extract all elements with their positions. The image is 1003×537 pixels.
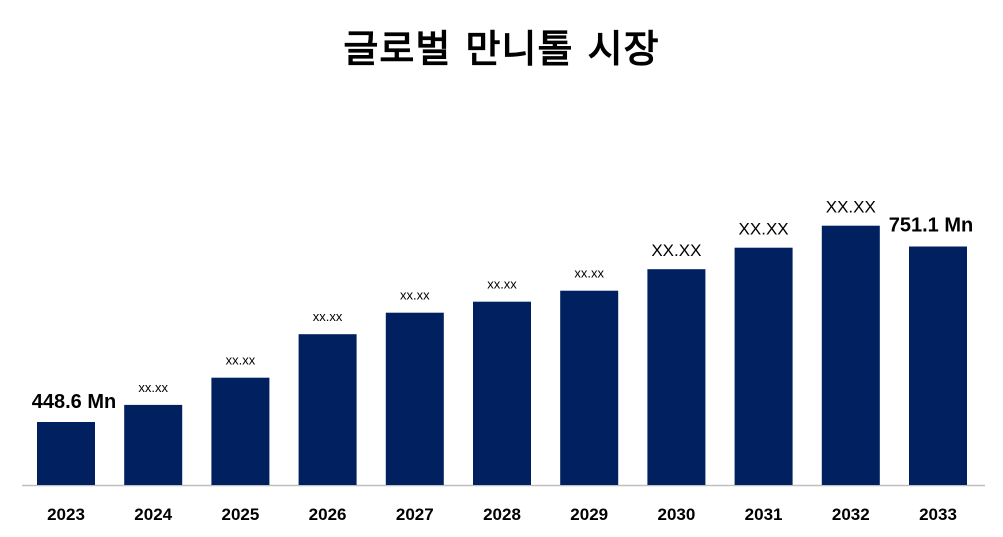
x-tick-2028: 2028: [483, 505, 521, 524]
data-label-2029: xx.xx: [574, 266, 604, 281]
x-tick-2024: 2024: [134, 505, 172, 524]
x-tick-2030: 2030: [657, 505, 695, 524]
bar-2027: [385, 312, 444, 485]
bar-2028: [473, 301, 531, 485]
data-label-2024: xx.xx: [138, 380, 168, 395]
data-label-2025: xx.xx: [226, 353, 256, 368]
data-label-2032: XX.XX: [826, 198, 876, 217]
bar-2030: [647, 269, 706, 485]
bar-2023: [37, 422, 95, 485]
bar-2026: [298, 334, 357, 485]
bar-2033: [909, 246, 967, 485]
bar-2024: [124, 404, 183, 485]
data-label-2023: 448.6 Mn: [32, 391, 116, 413]
bar-2032: [821, 225, 880, 485]
x-tick-2031: 2031: [745, 505, 783, 524]
data-label-2031: XX.XX: [739, 220, 789, 239]
chart-title: 글로벌 만니톨 시장: [343, 27, 660, 71]
bar-2031: [734, 247, 793, 485]
data-label-2030: XX.XX: [651, 241, 701, 260]
data-label-2033: 751.1 Mn: [889, 215, 973, 237]
x-tick-2027: 2027: [396, 505, 434, 524]
x-tick-2033: 2033: [919, 505, 957, 524]
x-tick-2023: 2023: [47, 505, 85, 524]
x-tick-2026: 2026: [309, 505, 347, 524]
data-label-2028: xx.xx: [487, 277, 517, 292]
x-tick-2032: 2032: [832, 505, 870, 524]
data-label-2026: xx.xx: [313, 309, 343, 324]
bar-2029: [560, 290, 619, 485]
x-tick-2029: 2029: [570, 505, 608, 524]
bar-2025: [211, 377, 270, 485]
x-tick-2025: 2025: [221, 505, 259, 524]
data-label-2027: xx.xx: [400, 288, 430, 303]
